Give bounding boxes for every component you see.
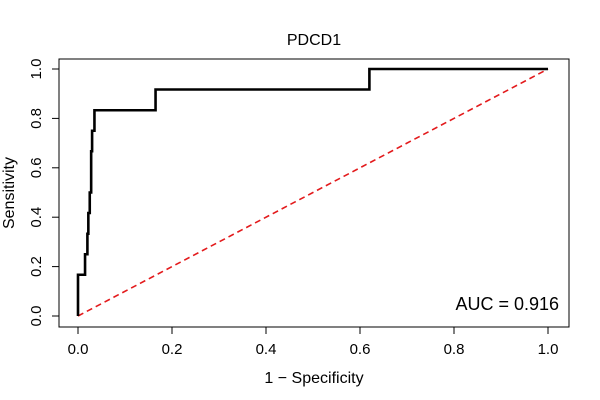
plot-frame xyxy=(58,58,570,328)
roc-curve-line xyxy=(76,67,548,316)
auc-annotation: AUC = 0.916 xyxy=(455,294,559,314)
chart-title: PDCD1 xyxy=(287,32,341,49)
y-tick-label: 0.8 xyxy=(28,108,45,129)
x-tick-label: 0.0 xyxy=(68,341,89,358)
chance-line xyxy=(77,68,549,317)
y-axis: 0.0 0.2 0.4 0.6 0.8 1.0 xyxy=(28,59,60,327)
y-tick-label: 0.0 xyxy=(28,306,45,327)
x-tick-label: 0.8 xyxy=(444,341,465,358)
series-layer xyxy=(76,67,549,317)
x-tick-label: 1.0 xyxy=(538,341,559,358)
y-axis-label: Sensitivity xyxy=(1,157,18,229)
x-tick-label: 0.6 xyxy=(350,341,371,358)
y-tick-label: 0.4 xyxy=(28,207,45,228)
x-axis-label: 1 − Specificity xyxy=(264,370,363,387)
y-tick-label: 1.0 xyxy=(28,59,45,80)
x-tick-label: 0.4 xyxy=(256,341,277,358)
x-axis: 0.0 0.2 0.4 0.6 0.8 1.0 xyxy=(68,326,559,358)
y-tick-label: 0.6 xyxy=(28,157,45,178)
y-tick-label: 0.2 xyxy=(28,256,45,277)
x-tick-label: 0.2 xyxy=(162,341,183,358)
